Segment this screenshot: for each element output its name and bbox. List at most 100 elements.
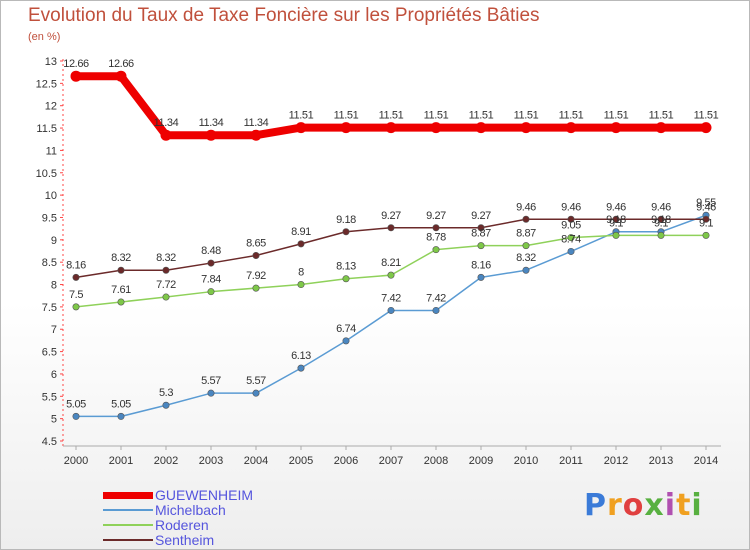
point-roderen [702, 231, 710, 239]
y-tick-label: 11 [46, 145, 57, 157]
data-label-guewenheim: 11.51 [334, 110, 359, 122]
point-guewenheim [430, 122, 442, 134]
data-label-roderen: 8.87 [471, 228, 491, 240]
point-guewenheim [340, 122, 352, 134]
point-roderen [387, 271, 395, 279]
point-roderen [477, 242, 485, 250]
point-michelbach [522, 266, 530, 274]
point-sentheim [522, 215, 530, 223]
data-label-michelbach: 5.05 [111, 398, 131, 410]
y-tick-label: 5 [51, 414, 57, 426]
data-label-guewenheim: 11.51 [649, 110, 674, 122]
x-tick-label: 2010 [514, 455, 538, 467]
point-guewenheim [385, 122, 397, 134]
x-tick-label: 2000 [64, 455, 88, 467]
legend-label-michelbach: Michelbach [155, 502, 226, 518]
point-guewenheim [70, 70, 82, 82]
legend-swatch-roderen [103, 524, 153, 526]
y-tick-label: 7.5 [42, 302, 57, 314]
point-sentheim [477, 224, 485, 232]
point-guewenheim [160, 129, 172, 141]
point-roderen [522, 242, 530, 250]
y-tick-label: 6.5 [42, 347, 57, 359]
data-label-guewenheim: 11.51 [514, 110, 539, 122]
data-label-michelbach: 7.42 [426, 292, 446, 304]
x-tick-label: 2009 [469, 455, 493, 467]
y-tick-label: 8.5 [42, 257, 57, 269]
x-tick-label: 2007 [379, 455, 403, 467]
legend-label-guewenheim: GUEWENHEIM [155, 487, 253, 503]
data-label-roderen: 7.92 [246, 270, 266, 282]
y-tick-label: 6 [51, 369, 57, 381]
point-roderen [432, 246, 440, 254]
data-label-sentheim: 9.46 [561, 201, 581, 213]
point-roderen [252, 284, 260, 292]
y-tick-label: 4.5 [42, 436, 57, 448]
point-guewenheim [655, 122, 667, 134]
data-label-sentheim: 9.27 [426, 210, 446, 222]
x-tick-label: 2011 [559, 455, 583, 467]
y-tick-label: 11.5 [36, 123, 57, 135]
proxiti-logo: Proxiti [584, 488, 703, 523]
point-guewenheim [295, 122, 307, 134]
data-label-guewenheim: 11.51 [379, 110, 404, 122]
y-tick-label: 7 [51, 324, 57, 336]
x-tick-label: 2014 [694, 455, 718, 467]
data-label-sentheim: 9.27 [471, 210, 491, 222]
x-tick-label: 2003 [199, 455, 223, 467]
point-roderen [117, 298, 125, 306]
point-roderen [297, 281, 305, 289]
data-label-michelbach: 8.74 [561, 233, 581, 245]
legend-item-michelbach: Michelbach [99, 503, 339, 518]
y-tick-label: 12 [45, 101, 57, 113]
point-michelbach [72, 412, 80, 420]
data-label-michelbach: 5.57 [201, 375, 221, 387]
point-roderen [162, 293, 170, 301]
data-label-guewenheim: 11.51 [604, 110, 629, 122]
data-label-guewenheim: 11.34 [199, 117, 224, 129]
data-label-guewenheim: 11.34 [154, 117, 179, 129]
x-tick-label: 2002 [154, 455, 178, 467]
data-label-michelbach: 9.18 [606, 214, 626, 226]
point-sentheim [387, 224, 395, 232]
point-michelbach [162, 401, 170, 409]
data-label-roderen: 7.72 [156, 279, 176, 291]
data-label-guewenheim: 11.51 [289, 110, 314, 122]
point-sentheim [612, 215, 620, 223]
point-sentheim [297, 240, 305, 248]
data-label-guewenheim: 11.34 [244, 117, 269, 129]
point-guewenheim [520, 122, 532, 134]
data-label-sentheim: 9.46 [516, 201, 536, 213]
point-guewenheim [205, 129, 217, 141]
data-label-sentheim: 8.32 [156, 252, 176, 264]
data-label-roderen: 9.1 [699, 217, 713, 229]
data-label-sentheim: 8.16 [66, 259, 86, 271]
y-tick-label: 9 [51, 235, 57, 247]
point-guewenheim [565, 122, 577, 134]
data-label-roderen: 8.21 [381, 257, 401, 269]
data-label-sentheim: 9.27 [381, 210, 401, 222]
chart-title: Evolution du Taux de Taxe Foncière sur l… [28, 5, 540, 26]
point-michelbach [297, 364, 305, 372]
data-label-roderen: 8 [298, 267, 304, 279]
point-sentheim [432, 224, 440, 232]
data-label-michelbach: 8.16 [471, 259, 491, 271]
point-roderen [657, 231, 665, 239]
point-guewenheim [700, 122, 712, 134]
data-label-roderen: 7.84 [201, 274, 221, 286]
point-roderen [612, 231, 620, 239]
chart-unit-label: (en %) [28, 31, 61, 43]
data-label-guewenheim: 11.51 [694, 110, 719, 122]
data-label-guewenheim: 12.66 [63, 58, 89, 70]
data-label-sentheim: 9.46 [696, 201, 716, 213]
data-label-roderen: 9.1 [654, 217, 668, 229]
data-label-roderen: 8.78 [426, 232, 446, 244]
legend-item-roderen: Roderen [99, 518, 339, 533]
y-tick-label: 10 [45, 190, 57, 202]
point-michelbach [477, 273, 485, 281]
point-sentheim [657, 215, 665, 223]
data-label-roderen: 9.1 [609, 217, 623, 229]
data-label-sentheim: 8.48 [201, 245, 221, 257]
point-guewenheim [475, 122, 487, 134]
